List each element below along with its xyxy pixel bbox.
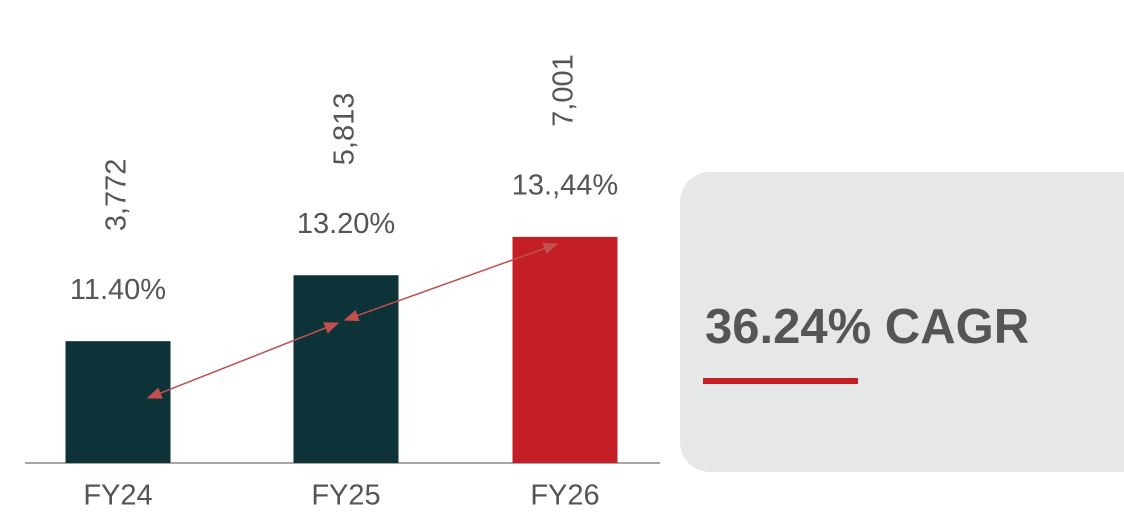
x-tick-label: FY24 — [83, 480, 152, 512]
growth-label: 13.,44% — [512, 170, 618, 202]
x-tick-label: FY25 — [311, 480, 380, 512]
value-label: 3,772 — [101, 159, 133, 232]
bar — [65, 341, 171, 463]
bar — [512, 236, 618, 463]
value-label: 7,001 — [548, 54, 580, 127]
growth-label: 13.20% — [297, 208, 395, 240]
trend-arrow — [343, 242, 559, 322]
trend-arrow — [146, 322, 340, 399]
callout-box — [680, 172, 1124, 472]
growth-label: 11.40% — [70, 274, 166, 306]
x-tick-label: FY26 — [530, 480, 599, 512]
value-label: 5,813 — [329, 93, 361, 166]
callout-text: 36.24% CAGR — [705, 300, 1029, 354]
bar — [293, 275, 399, 463]
